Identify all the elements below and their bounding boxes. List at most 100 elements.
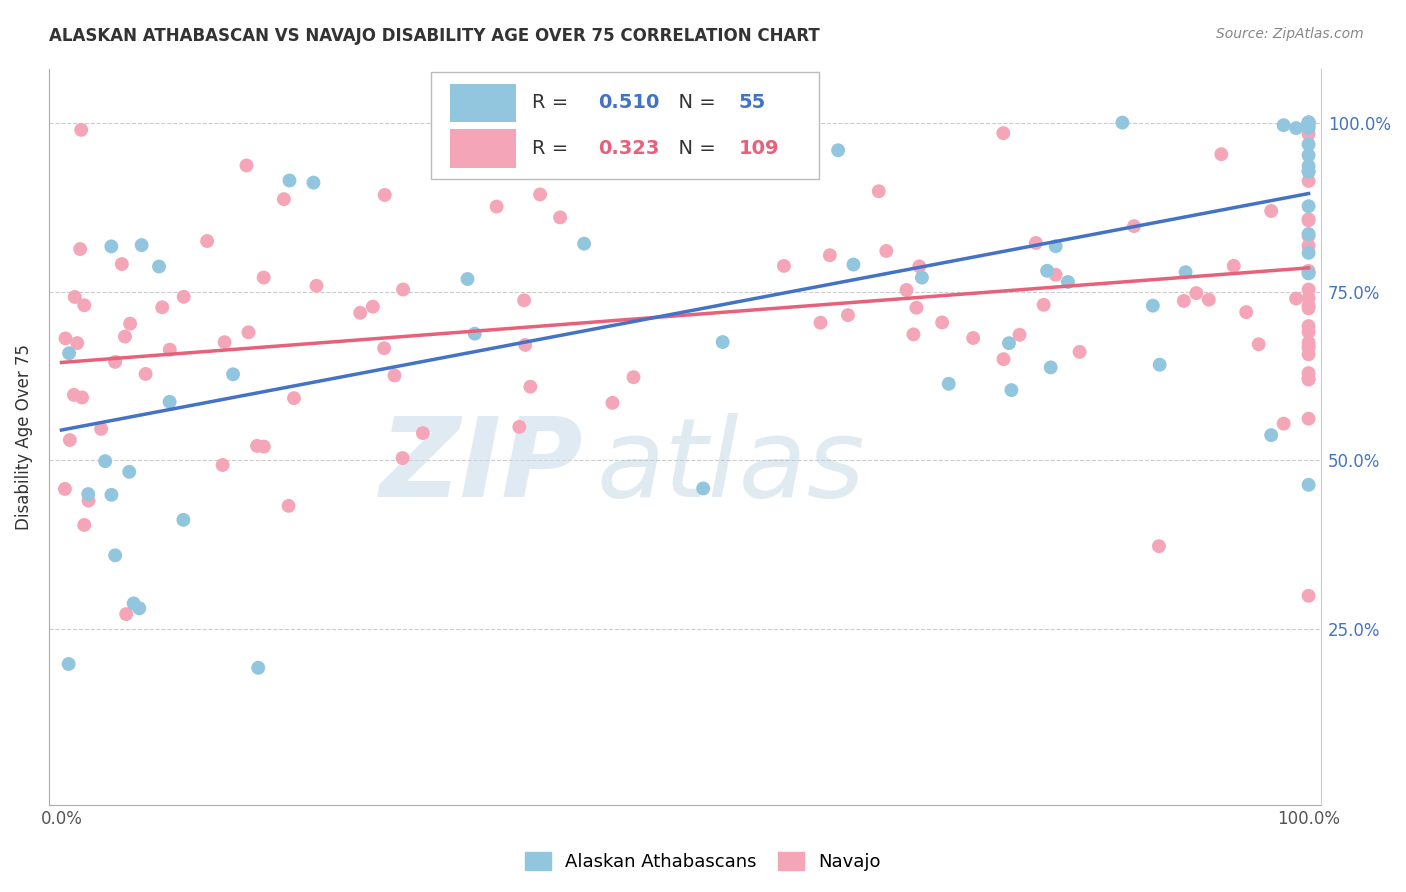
Point (128, 601, 150, 615)
Point (148, 260, 170, 274)
Point (896, 283, 918, 297)
Point (277, 499, 299, 513)
Point (1298, 115, 1320, 129)
Point (1211, 147, 1233, 161)
Point (457, 272, 479, 286)
Point (1298, 115, 1320, 129)
Point (118, 465, 141, 479)
Point (1123, 219, 1146, 234)
Point (1298, 299, 1320, 313)
Text: N =: N = (666, 139, 721, 158)
Point (1298, 127, 1320, 141)
Point (1234, 305, 1257, 319)
Point (1298, 115, 1320, 129)
Point (1045, 239, 1067, 253)
Point (73, 518, 96, 533)
Point (283, 391, 305, 405)
Point (1174, 265, 1197, 279)
FancyBboxPatch shape (450, 129, 516, 168)
Text: R =: R = (533, 139, 575, 158)
Point (711, 334, 734, 349)
Text: ZIP: ZIP (380, 413, 583, 520)
Point (135, 367, 157, 381)
Point (1036, 264, 1059, 278)
Point (962, 331, 984, 345)
Point (508, 420, 530, 434)
Point (1069, 344, 1091, 359)
Point (172, 513, 194, 527)
Point (1298, 347, 1320, 361)
Point (1173, 293, 1195, 308)
Point (214, 335, 236, 350)
Point (1298, 264, 1320, 278)
Point (827, 143, 849, 157)
Point (70, 123, 93, 137)
Point (875, 244, 897, 258)
Point (1285, 292, 1308, 306)
Point (55, 331, 77, 345)
Point (73, 298, 96, 312)
Point (515, 338, 537, 352)
Point (246, 439, 269, 453)
Point (908, 260, 931, 274)
Point (1008, 327, 1031, 342)
Point (842, 258, 865, 272)
Point (1260, 428, 1282, 442)
Point (745, 115, 768, 129)
Point (1272, 118, 1295, 132)
Y-axis label: Disability Age Over 75: Disability Age Over 75 (15, 343, 32, 530)
Point (727, 115, 749, 129)
Point (513, 293, 536, 308)
Point (1039, 360, 1062, 375)
Point (173, 290, 195, 304)
Point (77, 487, 100, 501)
Point (374, 188, 396, 202)
Point (1298, 283, 1320, 297)
Point (69, 242, 91, 256)
Point (485, 200, 508, 214)
Legend: Alaskan Athabascans, Navajo: Alaskan Athabascans, Navajo (519, 846, 887, 879)
Point (1057, 275, 1080, 289)
Point (384, 368, 406, 383)
Point (1298, 137, 1320, 152)
Point (938, 376, 960, 391)
Point (810, 316, 832, 330)
Point (100, 239, 122, 253)
Point (931, 315, 953, 329)
Point (222, 368, 245, 382)
Text: 109: 109 (738, 139, 779, 158)
Point (58, 657, 80, 671)
Point (104, 355, 127, 369)
Point (1298, 148, 1320, 162)
Point (63, 290, 86, 304)
Point (1298, 319, 1320, 334)
Point (993, 126, 1015, 140)
Point (111, 257, 134, 271)
Point (519, 379, 541, 393)
Point (1298, 341, 1320, 355)
Point (623, 370, 645, 384)
Point (122, 596, 145, 610)
Point (305, 278, 328, 293)
Point (602, 396, 624, 410)
Point (66, 336, 89, 351)
Point (302, 176, 325, 190)
Point (131, 238, 153, 252)
Text: 0.510: 0.510 (599, 94, 659, 112)
Point (818, 248, 841, 262)
Point (412, 426, 434, 441)
Text: atlas: atlas (596, 413, 865, 520)
Point (911, 270, 934, 285)
Point (1298, 199, 1320, 213)
Point (247, 661, 270, 675)
Point (1298, 325, 1320, 339)
Point (529, 187, 551, 202)
Point (1298, 266, 1320, 280)
Point (1198, 293, 1220, 307)
Point (1298, 115, 1320, 129)
Point (63, 388, 86, 402)
Point (572, 236, 595, 251)
Point (150, 301, 173, 315)
Point (1298, 164, 1320, 178)
Point (373, 341, 395, 355)
